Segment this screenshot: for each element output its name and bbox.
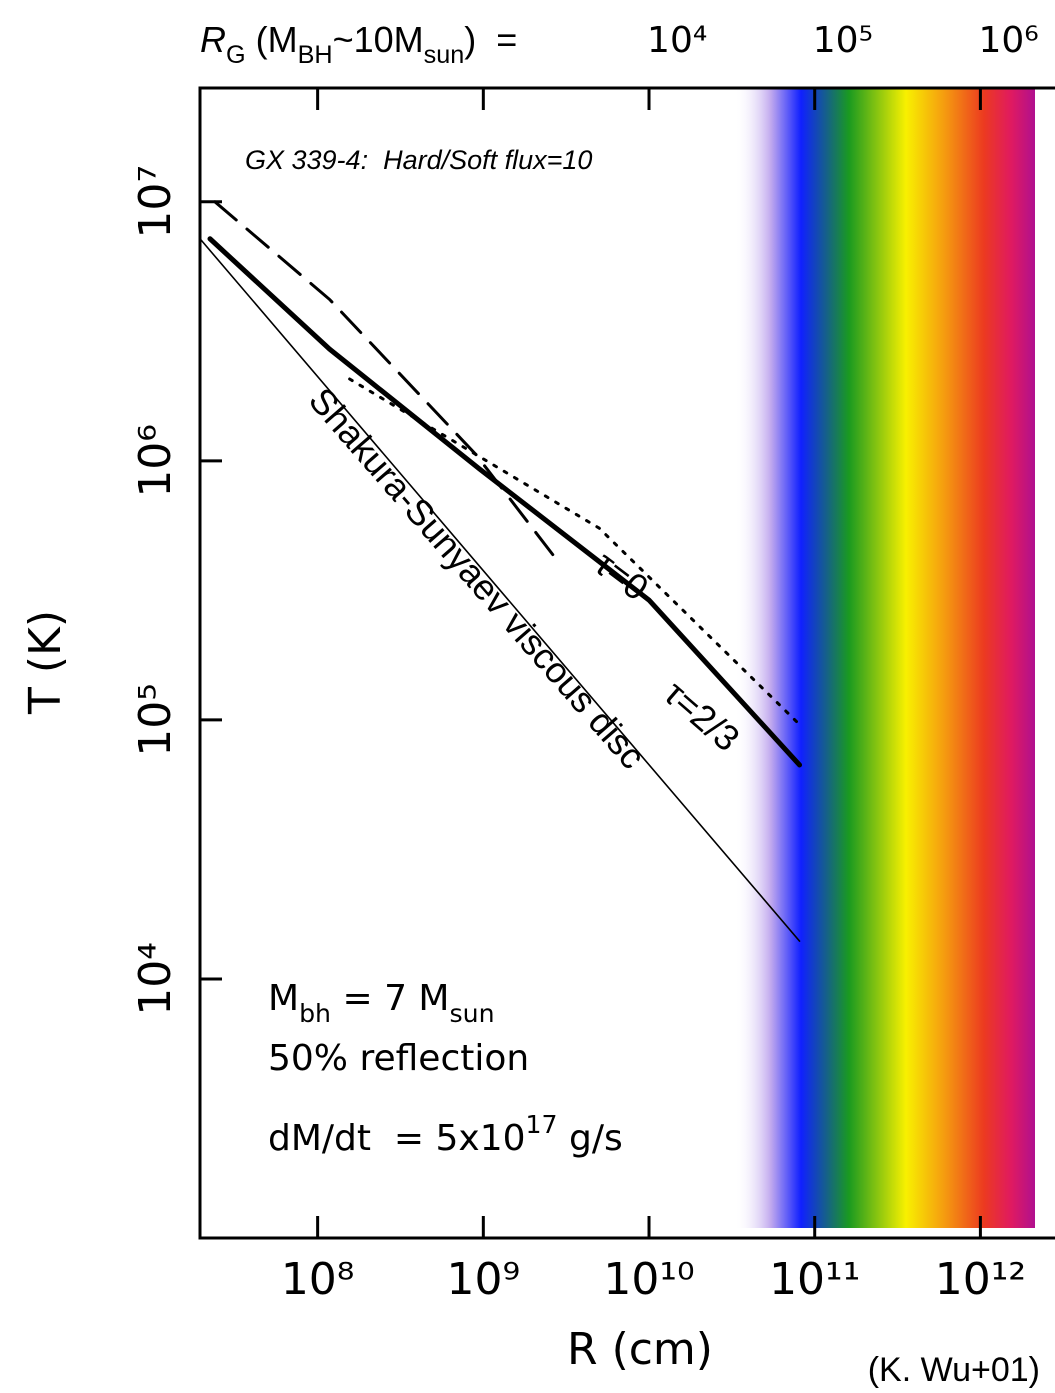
text-part: g/s [558, 1118, 623, 1159]
x-tick-label: 10⁹ [447, 1254, 521, 1305]
text-part: M [268, 978, 299, 1019]
y-tick-label: 10⁷ [130, 165, 181, 239]
series-line [199, 237, 801, 942]
source: (K. Wu+01) [868, 1351, 1040, 1389]
x-tick-label: 10⁸ [281, 1254, 355, 1305]
text-part: dM/dt = 5x10 [268, 1118, 526, 1159]
text-part: BH [298, 41, 333, 69]
y-tick-label: 10⁵ [130, 683, 181, 757]
x-tick-label: 10¹⁰ [603, 1254, 694, 1305]
x-tick-label: 10¹¹ [769, 1254, 860, 1305]
note: dM/dt = 5x1017 g/s [268, 1110, 623, 1160]
text-part: sun [449, 999, 494, 1028]
series-label: τ=2/3 [656, 672, 747, 759]
text-part: = 7 M [331, 978, 449, 1019]
note: Mbh = 7 Msun [268, 978, 495, 1028]
y-tick-label: 10⁴ [130, 942, 181, 1016]
text-part: (M [246, 19, 298, 60]
text-part: sun [424, 41, 465, 69]
text-part: ) = [464, 19, 517, 60]
text-part: 50% reflection [268, 1038, 529, 1079]
top-tick-label: 10⁵ [813, 20, 873, 61]
text-part: 17 [526, 1110, 558, 1139]
x-tick-label: 10¹² [935, 1254, 1026, 1305]
spectrum-band [735, 88, 1035, 1228]
series-line [213, 200, 562, 566]
note: 50% reflection [268, 1038, 529, 1079]
text-part: R [200, 19, 226, 60]
top-axis-title: RG (MBH~10Msun) = [200, 19, 517, 69]
subtitle: GX 339-4: Hard/Soft flux=10 [245, 145, 592, 175]
series-line [207, 236, 803, 768]
text-part: bh [299, 999, 331, 1028]
series-line [348, 377, 802, 726]
top-tick-label: 10⁴ [647, 20, 707, 61]
text-part: ~10M [333, 19, 424, 60]
text-part: G [226, 41, 246, 69]
top-tick-label: 10⁶ [978, 20, 1038, 61]
y-axis-label: T (K) [20, 610, 71, 715]
x-axis-label: R (cm) [567, 1324, 713, 1375]
y-tick-label: 10⁶ [130, 424, 181, 498]
